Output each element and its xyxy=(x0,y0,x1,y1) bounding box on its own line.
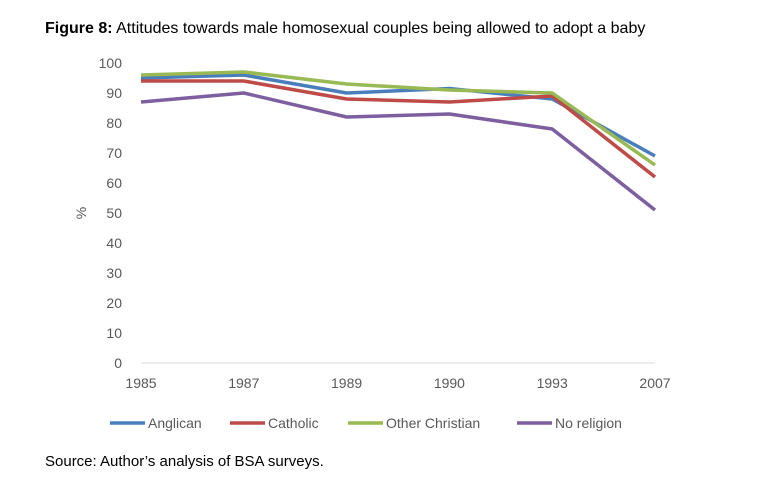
legend-label: No religion xyxy=(555,415,622,431)
x-tick-label: 1993 xyxy=(537,375,568,391)
x-tick-label: 1990 xyxy=(434,375,465,391)
y-tick-label: 60 xyxy=(106,175,122,191)
y-tick-label: 30 xyxy=(106,265,122,281)
title-text: Attitudes towards male homosexual couple… xyxy=(116,20,646,37)
x-tick-label: 2007 xyxy=(639,375,670,391)
figure-number: Figure 8: xyxy=(45,20,113,37)
legend-label: Anglican xyxy=(148,415,202,431)
source-note: Source: Author’s analysis of BSA surveys… xyxy=(45,453,324,470)
x-tick-label: 1987 xyxy=(228,375,259,391)
x-tick-label: 1989 xyxy=(331,375,362,391)
legend-label: Catholic xyxy=(268,415,319,431)
y-axis-label: % xyxy=(73,207,89,219)
y-tick-label: 0 xyxy=(114,355,122,371)
y-tick-label: 40 xyxy=(106,235,122,251)
y-tick-label: 10 xyxy=(106,325,122,341)
y-tick-label: 100 xyxy=(99,55,123,71)
y-tick-label: 90 xyxy=(106,85,122,101)
series-line-no-religion xyxy=(140,91,657,212)
y-tick-label: 80 xyxy=(106,115,122,131)
series-line-other-christian xyxy=(140,70,657,167)
series-line-catholic xyxy=(141,79,657,179)
y-tick-label: 20 xyxy=(106,295,122,311)
y-tick-label: 50 xyxy=(106,205,122,221)
chart-title: Figure 8: Attitudes towards male homosex… xyxy=(45,20,645,38)
y-tick-label: 70 xyxy=(106,145,122,161)
legend-label: Other Christian xyxy=(386,415,480,431)
x-tick-label: 1985 xyxy=(125,375,156,391)
